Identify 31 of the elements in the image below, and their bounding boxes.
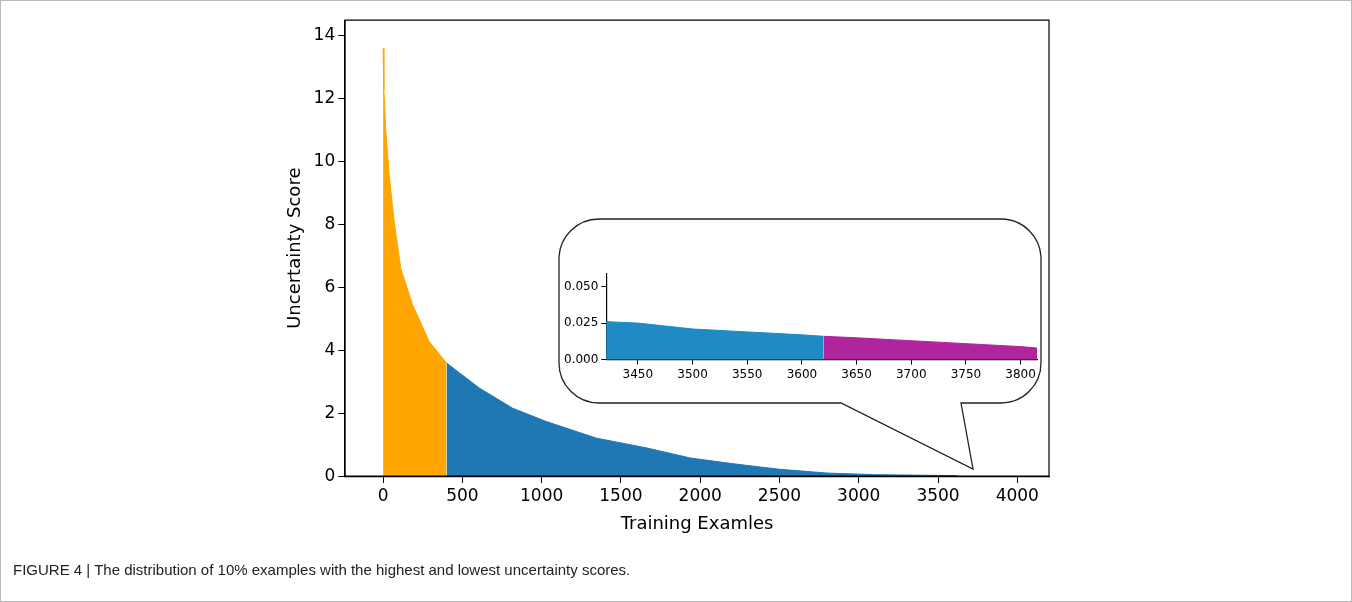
y-tick-label: 12 — [313, 87, 336, 108]
y-tick-label: 2 — [324, 401, 336, 422]
y-axis-title: Uncertainty Score — [283, 167, 305, 329]
x-tick-label: 2000 — [678, 484, 722, 505]
x-tick-label: 1000 — [520, 484, 564, 505]
caption: FIGURE 4 | The distribution of 10% examples with the highest and lowest uncertainty scores. — [13, 561, 631, 578]
x-tick-label: 2500 — [757, 484, 802, 505]
x-tick-label: 3800 — [1005, 366, 1036, 381]
y-tick-label: 14 — [313, 24, 336, 45]
y-tick-label: 0.000 — [563, 351, 599, 366]
x-tick-label: 3000 — [837, 484, 881, 505]
x-tick-label: 3600 — [786, 366, 818, 381]
x-axis-title: Training Examles — [619, 511, 774, 533]
y-tick-label: 0.050 — [563, 278, 599, 293]
x-tick-label: 3750 — [950, 366, 982, 381]
y-tick-label: 6 — [324, 275, 336, 296]
x-tick-label: 3700 — [895, 366, 927, 381]
x-tick-label: 3550 — [731, 366, 763, 381]
x-tick-label: 500 — [446, 484, 479, 505]
x-tick-label: 3500 — [916, 484, 960, 505]
y-tick-label: 8 — [324, 213, 336, 234]
y-tick-label: 0 — [324, 464, 336, 485]
x-tick-label: 1500 — [599, 484, 643, 505]
x-tick-label: 3450 — [622, 366, 654, 381]
x-tick-label: 0 — [377, 484, 389, 505]
y-tick-label: 0.025 — [563, 315, 599, 330]
y-tick-label: 4 — [324, 338, 336, 359]
x-tick-label: 4000 — [995, 484, 1039, 505]
y-tick-label: 10 — [313, 150, 336, 171]
x-tick-label: 3500 — [677, 366, 708, 381]
x-tick-label: 3650 — [841, 366, 872, 381]
